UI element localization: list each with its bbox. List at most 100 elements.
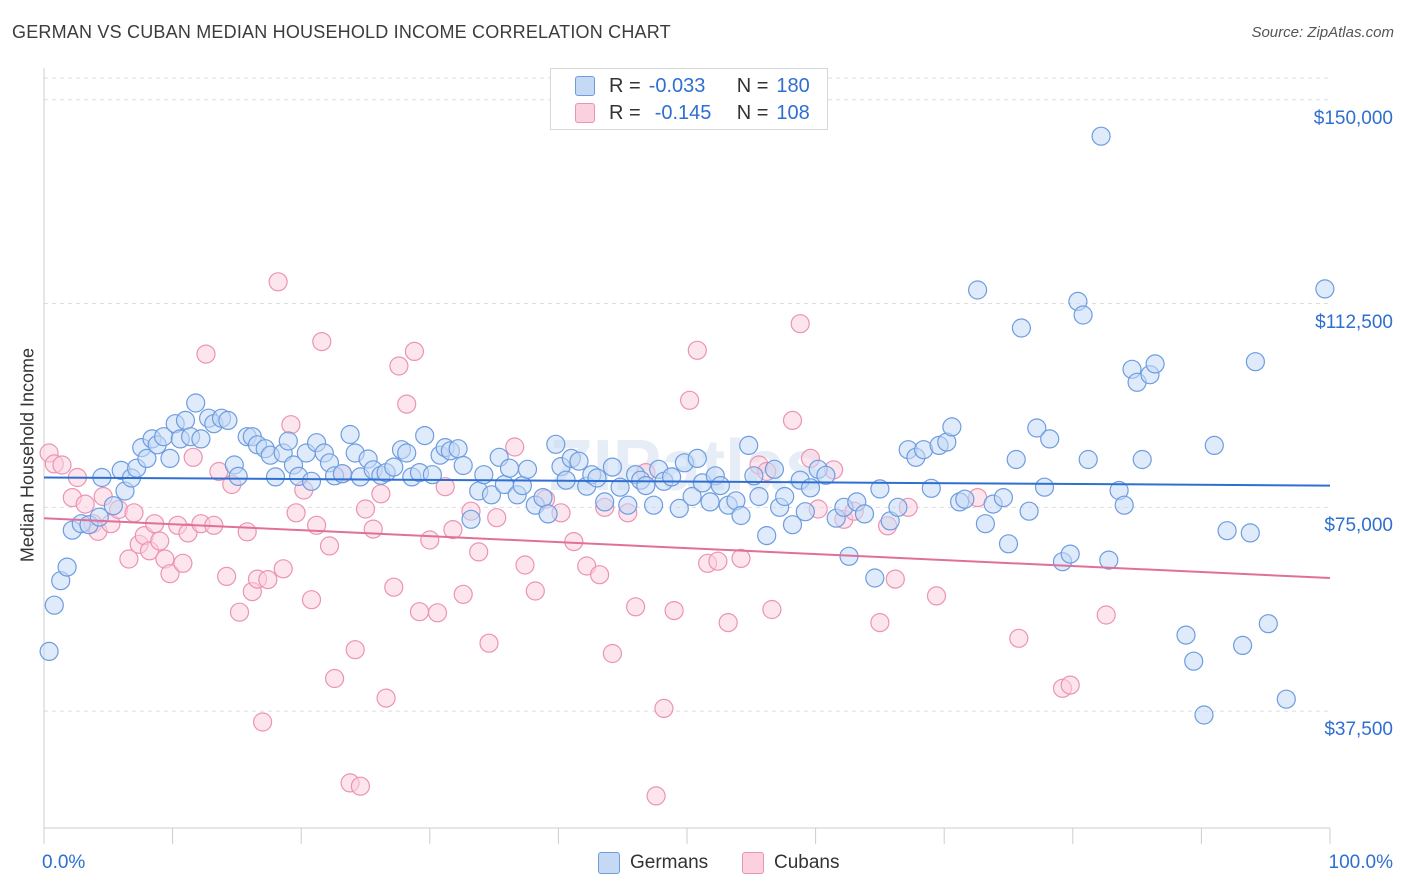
- cuban-point-108: [1060, 675, 1080, 695]
- german-point-170: [1204, 435, 1224, 455]
- cuban-point-41: [301, 590, 322, 610]
- german-point-99: [661, 467, 682, 487]
- cuban-point-85: [687, 340, 707, 360]
- cuban-point-81: [646, 786, 666, 806]
- cuban-point-5: [75, 494, 95, 514]
- german-point-15: [137, 448, 157, 468]
- german-point-91: [610, 477, 630, 497]
- cuban-point-30: [229, 602, 250, 622]
- german-point-19: [160, 448, 180, 468]
- cuban-point-31: [237, 522, 257, 542]
- german-point-117: [775, 486, 795, 507]
- cuban-point-37: [273, 559, 293, 579]
- german-point-24: [186, 393, 206, 413]
- german-point-141: [955, 489, 975, 509]
- stats-legend-german: R = -0.033 N = 180: [575, 73, 810, 99]
- german-point-112: [744, 466, 764, 486]
- cuban-point-55: [389, 356, 409, 376]
- cuban-point-49: [350, 776, 370, 796]
- german-point-118: [782, 515, 803, 535]
- german-point-167: [1176, 625, 1196, 645]
- german-point-172: [1232, 635, 1253, 656]
- cuban-point-38: [281, 415, 301, 435]
- german-swatch: [575, 76, 595, 96]
- cuban-point-22: [178, 523, 198, 543]
- german-point-85: [569, 451, 589, 471]
- german-point-145: [993, 488, 1014, 508]
- cuban-point-59: [420, 530, 440, 550]
- german-point-114: [757, 525, 777, 546]
- cuban-point-109: [1096, 605, 1116, 625]
- cuban-point-21: [173, 553, 193, 573]
- legend-item-cubans: Cubans: [742, 852, 840, 874]
- cuban-point-58: [409, 602, 430, 622]
- cuban-r-value: -0.145: [654, 101, 712, 124]
- german-r-label: R =: [609, 74, 641, 97]
- cuban-point-48: [345, 640, 365, 660]
- cuban-points: [39, 272, 1116, 806]
- legend-item-germans: Germans: [598, 852, 708, 874]
- german-point-92: [618, 495, 638, 515]
- cuban-point-34: [253, 712, 273, 732]
- german-point-120: [795, 502, 815, 522]
- german-point-157: [1078, 449, 1098, 470]
- german-point-1: [44, 595, 64, 615]
- cuban-point-28: [217, 566, 237, 587]
- cuban-point-54: [384, 577, 404, 597]
- cuban-point-100: [870, 612, 890, 633]
- german-point-169: [1194, 705, 1214, 725]
- cuban-point-106: [1009, 628, 1029, 648]
- cuban-point-83: [664, 600, 684, 621]
- cuban-swatch: [575, 103, 595, 123]
- cuban-point-39: [286, 503, 306, 523]
- german-point-148: [1011, 318, 1032, 338]
- cuban-point-84: [679, 390, 700, 410]
- cuban-point-36: [268, 272, 288, 292]
- cuban-point-92: [762, 599, 782, 620]
- cuban-point-68: [505, 437, 525, 457]
- german-point-67: [453, 455, 473, 476]
- cuban-point-53: [376, 688, 396, 708]
- cuban-point-25: [196, 344, 216, 364]
- y-tick-label-3: $37,500: [1324, 719, 1393, 741]
- cuban-point-93: [782, 410, 803, 430]
- cuban-point-35: [258, 569, 278, 590]
- cuban-point-44: [319, 536, 340, 556]
- y-tick-label-0: $150,000: [1313, 107, 1393, 129]
- german-point-3: [57, 557, 77, 577]
- legend-label-germans: Germans: [630, 852, 709, 873]
- german-point-159: [1099, 550, 1119, 570]
- cuban-point-19: [160, 564, 180, 584]
- german-point-31: [228, 466, 248, 486]
- german-point-139: [942, 417, 962, 437]
- german-point-150: [1027, 418, 1047, 438]
- german-point-88: [587, 468, 607, 488]
- cuban-point-51: [363, 519, 383, 539]
- trend-lines: [43, 476, 1331, 579]
- cuban-point-77: [602, 643, 623, 664]
- german-r-value: -0.033: [648, 74, 706, 97]
- series-legend: Germans Cubans: [0, 852, 1406, 878]
- german-point-166: [1145, 354, 1165, 374]
- stats-legend: R = -0.033 N = 180 R = -0.145 N = 108: [550, 68, 828, 130]
- german-point-149: [1019, 501, 1039, 521]
- legend-label-cubans: Cubans: [774, 852, 840, 873]
- german-point-110: [731, 505, 751, 526]
- german-point-107: [710, 476, 731, 496]
- cuban-point-89: [731, 548, 751, 569]
- german-point-113: [749, 486, 769, 507]
- x-tick-label-max: 100.0%: [1328, 852, 1393, 873]
- german-point-156: [1073, 305, 1093, 325]
- cuban-point-62: [443, 519, 463, 540]
- cuban-point-43: [312, 332, 332, 352]
- german-point-174: [1245, 352, 1266, 372]
- source-credit: Source: ZipAtlas.com: [1251, 24, 1394, 41]
- german-point-164: [1132, 449, 1152, 470]
- german-point-102: [682, 486, 702, 507]
- german-point-68: [461, 509, 481, 529]
- german-point-22: [175, 410, 196, 430]
- german-point-105: [700, 492, 720, 512]
- cuban-point-61: [435, 477, 455, 497]
- german-point-81: [546, 434, 566, 454]
